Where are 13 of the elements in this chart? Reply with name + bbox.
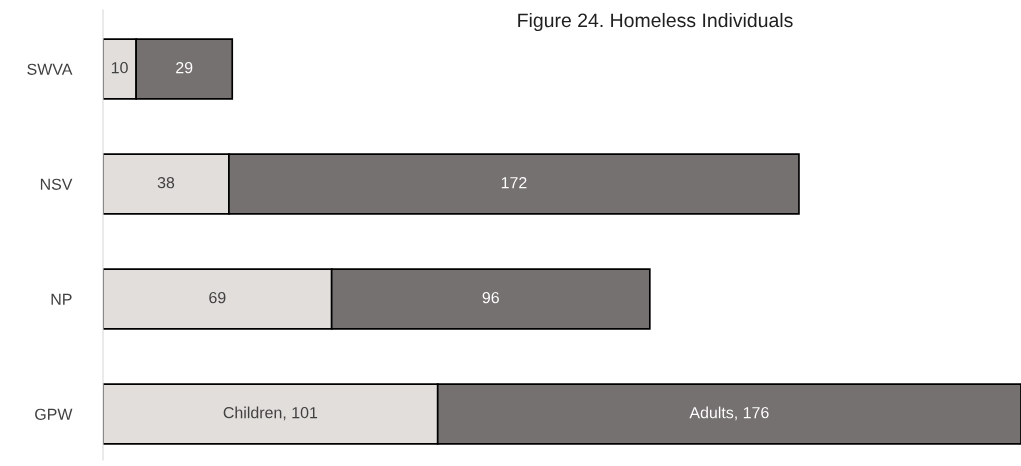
data-label: Adults, 176 [689, 406, 769, 421]
chart-title: Figure 24. Homeless Individuals [518, 12, 793, 32]
data-label: 96 [482, 291, 499, 304]
data-label: 29 [176, 61, 193, 74]
data-label: 172 [501, 176, 527, 189]
data-label: 69 [209, 291, 226, 304]
data-label: 10 [111, 61, 128, 74]
y-tick-label: NP [51, 293, 72, 305]
data-label: Children, 101 [223, 406, 318, 421]
y-tick-label: NSV [40, 178, 73, 190]
data-label: 38 [157, 176, 175, 189]
y-tick-label: GPW [35, 408, 73, 420]
y-tick-label: SWVA [27, 63, 73, 75]
